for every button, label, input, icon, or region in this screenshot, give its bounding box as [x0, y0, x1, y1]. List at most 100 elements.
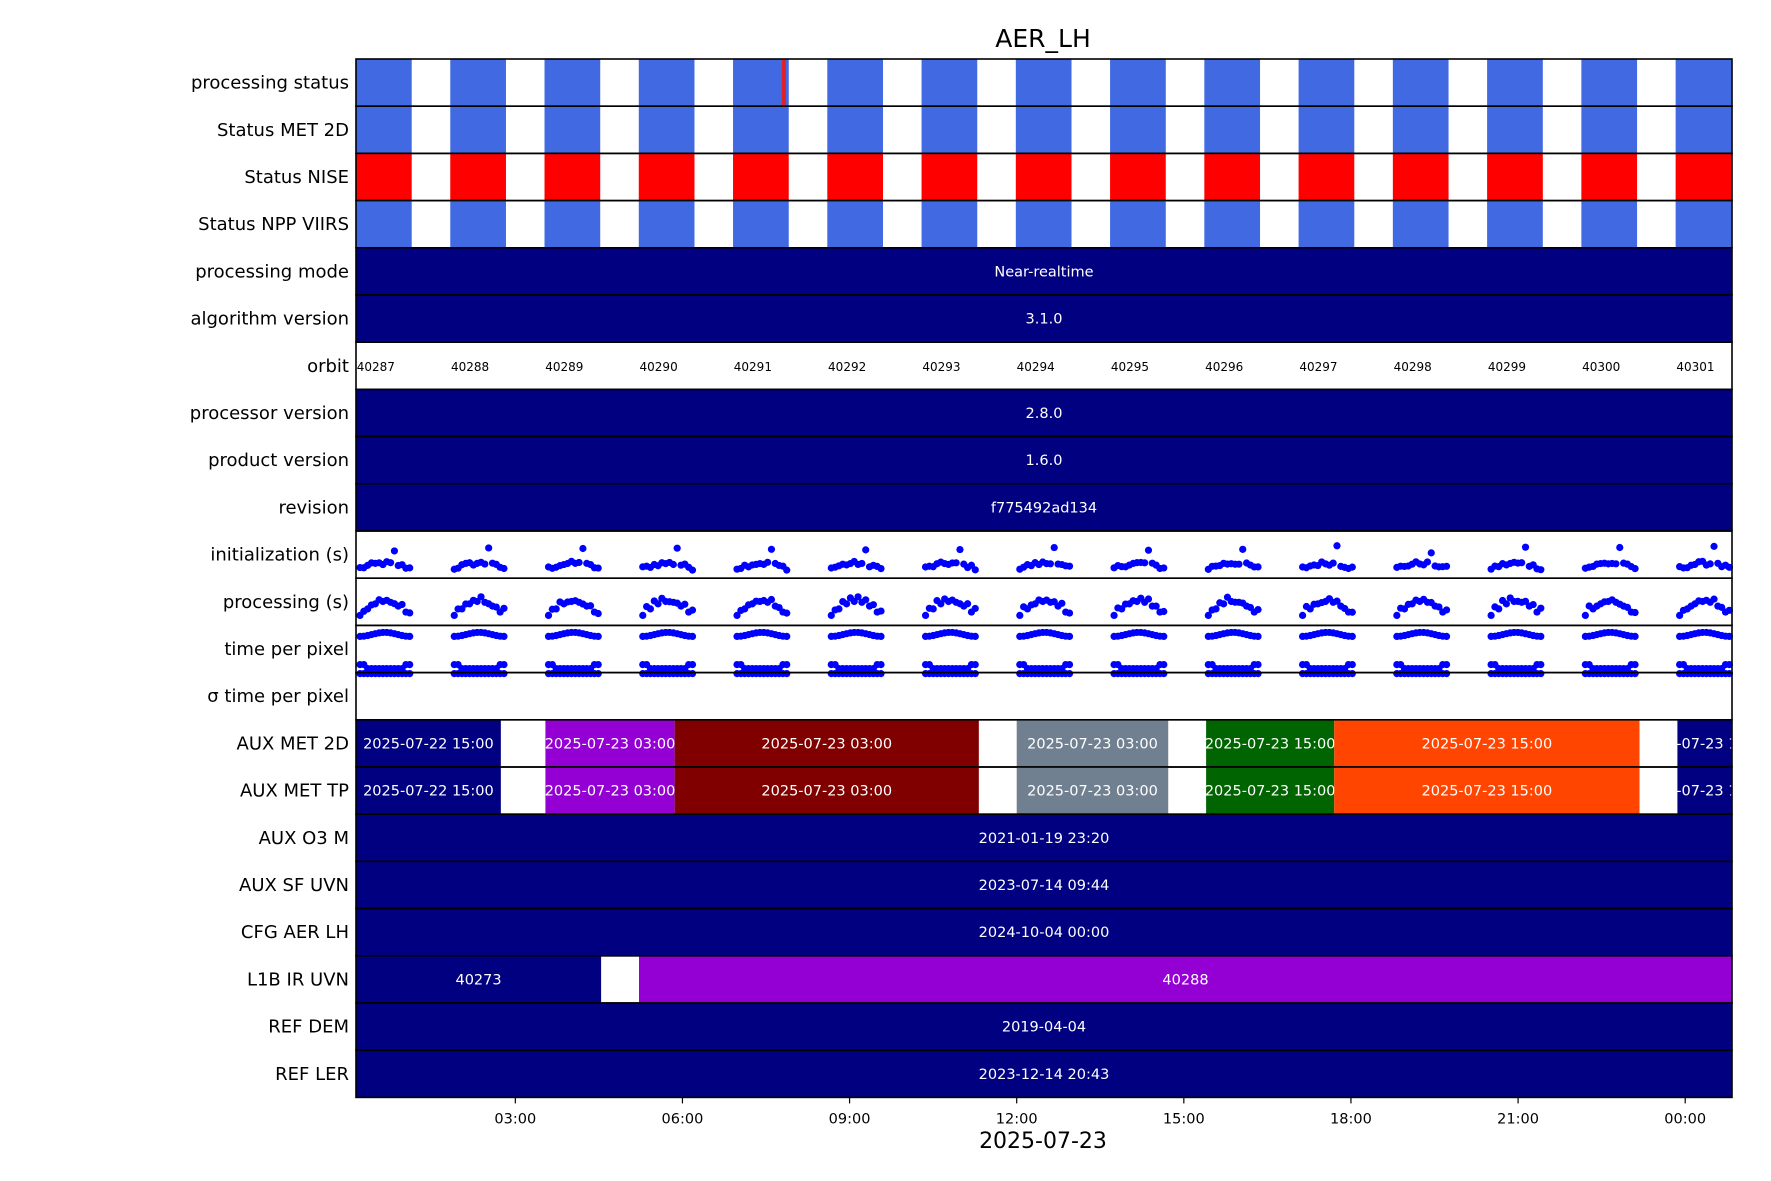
span-segment — [674, 767, 979, 815]
status-block — [356, 59, 412, 107]
row-frame — [355, 1049, 1733, 1099]
orbit-label: 40288 — [451, 360, 489, 374]
status-block — [638, 153, 695, 201]
scatter-point — [1537, 566, 1545, 574]
scatter-point — [1160, 632, 1168, 641]
span-segment — [1334, 767, 1640, 815]
status-block — [1392, 59, 1449, 107]
row-label: AUX MET 2D — [237, 733, 349, 754]
scatter-point — [1521, 597, 1530, 605]
scatter-point — [654, 600, 662, 608]
span-segment — [356, 1050, 1732, 1098]
span-segment — [356, 436, 1732, 484]
scatter-point — [406, 632, 414, 641]
orbit-label: 40298 — [1394, 360, 1432, 374]
scatter-point — [406, 661, 414, 669]
status-block — [827, 200, 884, 248]
status-block — [356, 200, 412, 248]
status-block — [1204, 200, 1261, 248]
scatter-point — [579, 544, 587, 553]
status-block — [544, 153, 601, 201]
scatter-point — [854, 593, 862, 601]
row-2 — [355, 152, 1733, 202]
row-label: product version — [208, 450, 349, 471]
scatter-point — [877, 565, 885, 573]
span-label: 2.8.0 — [1026, 406, 1063, 422]
scatter-point — [1631, 670, 1639, 678]
scatter-point — [1612, 560, 1620, 568]
x-tick-label: 00:00 — [1664, 1111, 1706, 1127]
row-label: L1B IR UVN — [247, 969, 349, 990]
scatter-point — [1442, 661, 1451, 669]
row-label: Status NISE — [244, 167, 349, 188]
scatter-point — [594, 661, 602, 669]
scatter-point — [1016, 611, 1024, 620]
scatter-point — [862, 596, 870, 604]
status-block — [1298, 59, 1355, 107]
x-tick-label: 09:00 — [829, 1111, 871, 1127]
status-block — [1204, 153, 1261, 201]
status-block — [1392, 200, 1449, 248]
row-label: AUX SF UVN — [239, 875, 349, 896]
scatter-point — [1442, 670, 1451, 678]
scatter-point — [767, 595, 776, 604]
span-label: 2023-07-14 09:44 — [979, 878, 1110, 894]
scatter-point — [688, 606, 697, 614]
status-block — [1675, 59, 1732, 107]
span-segment — [356, 814, 1732, 862]
scatter-point — [673, 544, 681, 552]
status-block — [733, 153, 789, 201]
orbit-label: 40287 — [357, 360, 395, 374]
scatter-point — [1239, 545, 1247, 553]
row-6: 40287 40288 40289 40290 40291 40292 40293 40294… — [355, 341, 1733, 391]
row-5: 3.1.0 — [355, 294, 1733, 344]
scatter-point — [1725, 563, 1733, 571]
status-block — [1581, 153, 1638, 201]
span-label: 2025-07-23 03:00 — [1027, 736, 1158, 752]
status-block — [827, 59, 884, 107]
scatter-point — [858, 559, 866, 568]
span-segment — [356, 908, 1732, 956]
x-tick-label: 21:00 — [1497, 1111, 1539, 1127]
scatter-point — [835, 605, 843, 613]
span-label: 2025-07-22 15:00 — [363, 736, 494, 752]
span-label: 2023-12-14 20:43 — [979, 1067, 1110, 1083]
status-block — [544, 59, 601, 107]
scatter-point — [1204, 611, 1212, 620]
scatter-point — [783, 670, 791, 678]
span-segment — [356, 1003, 1732, 1051]
scatter-point — [485, 544, 493, 552]
span-label: Near-realtime — [994, 264, 1093, 280]
span-segment — [356, 295, 1732, 343]
scatter-point — [386, 559, 395, 567]
span-label: 40288 — [1162, 972, 1208, 988]
row-label: CFG AER LH — [241, 922, 349, 943]
scatter-point — [1442, 632, 1451, 641]
scatter-point — [646, 605, 655, 613]
scatter-point — [1537, 670, 1545, 678]
orbit-label: 40295 — [1111, 360, 1149, 374]
scatter-point — [1521, 543, 1530, 551]
scatter-point — [783, 566, 791, 574]
status-error-marker — [781, 60, 786, 106]
scatter-point — [1065, 661, 1074, 669]
status-block — [450, 200, 506, 248]
scatter-point — [500, 564, 508, 573]
row-10 — [355, 530, 1733, 580]
scatter-point — [594, 609, 602, 618]
span-label: 2021-01-19 23:20 — [979, 831, 1110, 847]
scatter-point — [1631, 564, 1639, 573]
scatter-point — [398, 600, 406, 609]
scatter-point — [1254, 661, 1262, 669]
scatter-point — [1537, 604, 1545, 612]
scatter-point — [544, 611, 553, 620]
status-block — [1581, 59, 1638, 107]
status-block — [1204, 59, 1261, 107]
status-block — [1487, 153, 1543, 201]
scatter-point — [1110, 611, 1118, 620]
status-block — [1110, 106, 1166, 154]
span-label: 2025-07-23 15:00 — [1205, 736, 1336, 752]
scatter-point — [575, 558, 583, 567]
scatter-point — [1725, 661, 1733, 669]
